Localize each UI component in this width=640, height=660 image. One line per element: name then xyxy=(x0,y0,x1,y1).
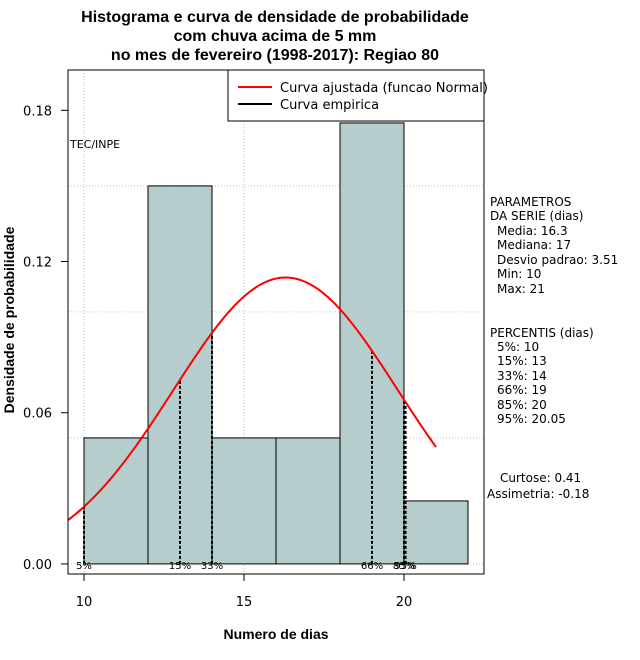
parameter-std: Desvio padrao: 3.51 xyxy=(497,253,618,267)
histogram-bar xyxy=(211,437,277,565)
percentiles-heading: PERCENTIS (dias) xyxy=(490,326,594,340)
histogram-bar xyxy=(403,500,469,565)
y-axis-title: Densidade de probabilidade xyxy=(1,226,17,413)
skewness-value: Assimetria: -0.18 xyxy=(487,487,589,501)
x-axis: 10 15 20 xyxy=(76,573,413,610)
percentile-95: 95%: 20.05 xyxy=(497,412,566,426)
series-parameters-panel: PARAMETROS DA SERIE (dias) Media: 16.3 M… xyxy=(490,195,618,296)
legend: Curva ajustada (funcao Normal) Curva emp… xyxy=(227,69,488,122)
percentile-66: 66%: 19 xyxy=(497,383,547,397)
y-tick-label: 0.06 xyxy=(23,407,52,422)
percentile-85: 85%: 20 xyxy=(497,398,547,412)
x-axis-title: Numero de dias xyxy=(223,626,328,642)
x-tick-label: 20 xyxy=(396,595,413,610)
chart-title-line-1: Histograma e curva de densidade de proba… xyxy=(81,9,469,26)
percentile-markers: 5% 15% 33% 66% 85%95% xyxy=(76,332,417,572)
percentile-marker-label: 33% xyxy=(201,561,223,572)
percentile-marker-label: 95% xyxy=(394,561,416,572)
histogram-bar xyxy=(339,122,405,565)
percentile-marker-label: 5% xyxy=(76,561,92,572)
parameters-heading-1: PARAMETROS xyxy=(490,195,571,209)
legend-label-empirical: Curva empirica xyxy=(280,98,379,113)
y-tick-label: 0.18 xyxy=(23,104,52,119)
histogram-bar xyxy=(83,437,149,565)
parameter-mean: Media: 16.3 xyxy=(497,224,568,238)
percentile-marker-label: 15% xyxy=(169,561,191,572)
percentile-marker-label: 66% xyxy=(361,561,383,572)
kurtosis-value: Curtose: 0.41 xyxy=(500,471,581,485)
normal-curve-layer xyxy=(67,276,437,521)
percentile-marker-label: 85% xyxy=(393,561,415,572)
source-label: TEC/INPE xyxy=(69,138,120,151)
y-tick-label: 0.12 xyxy=(23,256,52,271)
x-tick-label: 15 xyxy=(236,595,253,610)
legend-label-fitted: Curva ajustada (funcao Normal) xyxy=(280,81,488,96)
histogram-bar xyxy=(275,437,341,565)
histogram-bars xyxy=(83,122,469,565)
chart-title-line-3: no mes de fevereiro (1998-2017): Regiao … xyxy=(111,47,439,64)
percentile-5: 5%: 10 xyxy=(497,340,539,354)
parameters-heading-2: DA SERIE (dias) xyxy=(490,209,583,223)
normal-curve xyxy=(67,276,437,521)
percentiles-panel: PERCENTIS (dias) 5%: 10 15%: 13 33%: 14 … xyxy=(490,326,594,426)
parameter-min: Min: 10 xyxy=(497,267,541,281)
parameter-median: Mediana: 17 xyxy=(497,238,571,252)
chart-title-line-2: com chuva acima de 5 mm xyxy=(174,28,377,45)
percentile-33: 33%: 14 xyxy=(497,369,547,383)
shape-stats-panel: Curtose: 0.41 Assimetria: -0.18 xyxy=(487,471,589,501)
y-axis: 0.00 0.06 0.12 0.18 xyxy=(23,104,69,573)
parameter-max: Max: 21 xyxy=(497,282,545,296)
x-tick-label: 10 xyxy=(76,595,93,610)
legend-box xyxy=(227,69,485,122)
percentile-15: 15%: 13 xyxy=(497,354,547,368)
y-tick-label: 0.00 xyxy=(23,558,52,573)
